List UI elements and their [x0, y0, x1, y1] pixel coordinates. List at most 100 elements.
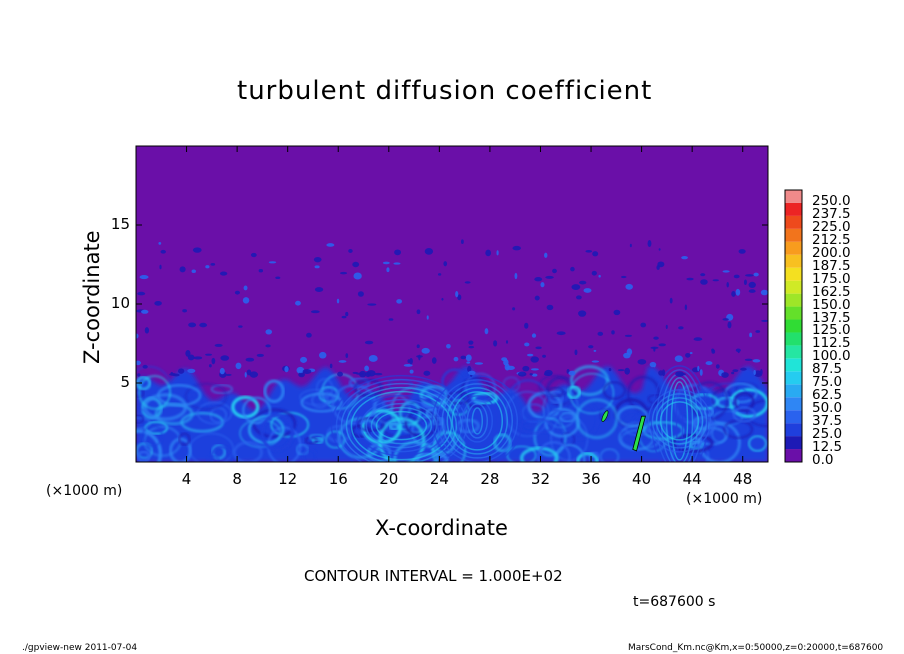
upper-blob	[160, 249, 166, 254]
upper-blob	[726, 281, 729, 288]
upper-blob	[748, 281, 756, 288]
upper-blob	[684, 304, 688, 311]
upper-blob	[512, 307, 516, 311]
colorbar-label: 62.5	[812, 387, 843, 404]
eddy	[143, 393, 188, 421]
upper-blob	[467, 370, 476, 375]
large-eddy	[446, 387, 509, 455]
upper-blob	[177, 368, 185, 374]
upper-blob	[357, 291, 364, 297]
colorbar-cell	[785, 384, 802, 398]
upper-blob	[693, 337, 703, 341]
upper-blob	[711, 349, 716, 354]
upper-blob	[220, 355, 230, 361]
colorbar-label: 200.0	[812, 244, 851, 261]
upper-blob	[187, 368, 196, 374]
x-tick-label: 32	[530, 470, 551, 488]
upper-blob	[211, 357, 216, 365]
contour-interval-label: CONTOUR INTERVAL = 1.000E+02	[304, 567, 563, 585]
large-eddy	[665, 377, 694, 462]
upper-blob	[284, 366, 289, 373]
eddy	[300, 392, 343, 413]
upper-blob	[755, 330, 761, 333]
upper-blob	[457, 294, 462, 301]
colorbar-cell	[785, 345, 802, 359]
upper-blob	[424, 248, 434, 255]
eddy	[537, 441, 571, 462]
large-eddy	[345, 386, 458, 462]
x-tick-label: 4	[181, 470, 192, 488]
large-eddy	[350, 390, 453, 461]
upper-blob	[583, 288, 592, 293]
colorbar-label: 0.0	[812, 452, 834, 468]
upper-blob	[722, 318, 729, 321]
high-value-contour	[632, 415, 646, 452]
large-eddy	[461, 399, 494, 443]
x-tick-label: 8	[232, 470, 242, 488]
upper-blob	[579, 280, 587, 285]
upper-blob	[506, 365, 515, 371]
eddy	[210, 445, 233, 462]
upper-blob	[191, 269, 196, 274]
upper-blob	[219, 271, 228, 276]
colorbar-cell	[785, 215, 802, 229]
upper-blob	[219, 367, 225, 375]
eddy	[397, 423, 410, 430]
upper-blob	[613, 309, 621, 316]
upper-blob	[678, 326, 684, 330]
eddy	[197, 401, 233, 425]
upper-blob	[530, 356, 539, 363]
upper-blob	[658, 343, 666, 347]
upper-blob	[245, 357, 255, 362]
eddy	[538, 375, 570, 398]
upper-blob	[441, 297, 444, 301]
colorbar-cell	[785, 228, 802, 242]
upper-blob	[306, 332, 312, 338]
upper-blob	[531, 333, 537, 338]
upper-blob	[535, 346, 542, 350]
eddy	[157, 384, 202, 407]
upper-blob	[545, 275, 554, 279]
upper-blob	[225, 373, 232, 376]
eddy	[575, 398, 619, 440]
upper-blob	[524, 342, 530, 347]
upper-blob	[364, 340, 374, 345]
upper-blob	[348, 249, 353, 253]
upper-blob	[453, 356, 459, 362]
upper-blob	[712, 279, 719, 282]
upper-blob	[298, 372, 305, 378]
x-axis-ticks	[186, 146, 744, 462]
colorbar-label: 250.0	[812, 192, 851, 209]
upper-blob	[721, 372, 729, 378]
upper-blob	[297, 369, 305, 373]
upper-blob	[249, 371, 259, 378]
upper-blob	[530, 368, 539, 371]
upper-blob	[484, 328, 489, 335]
upper-blob	[137, 291, 146, 296]
upper-blob	[617, 369, 625, 372]
upper-blob	[626, 348, 633, 356]
upper-blob	[571, 284, 581, 291]
upper-blob	[341, 315, 347, 319]
upper-blob	[524, 322, 529, 329]
colorbar-label: 12.5	[812, 439, 843, 456]
colorbar-cell	[785, 358, 802, 372]
upper-blob	[705, 361, 713, 366]
upper-blob	[570, 266, 575, 272]
upper-blob	[192, 247, 202, 253]
eddy	[136, 450, 151, 462]
large-eddy	[431, 375, 524, 462]
z-unit-label: (×1000 m)	[46, 483, 123, 499]
upper-blob	[310, 310, 320, 314]
eddy	[242, 396, 272, 425]
eddy	[309, 433, 325, 441]
colorbar-label: 175.0	[812, 270, 851, 287]
upper-blob	[760, 289, 768, 296]
eddy	[519, 446, 559, 462]
upper-blob	[496, 250, 499, 256]
upper-blob	[697, 365, 700, 372]
upper-blob	[460, 355, 467, 360]
eddy	[136, 416, 151, 430]
x-tick-label: 36	[581, 470, 601, 488]
upper-blob	[731, 371, 735, 375]
